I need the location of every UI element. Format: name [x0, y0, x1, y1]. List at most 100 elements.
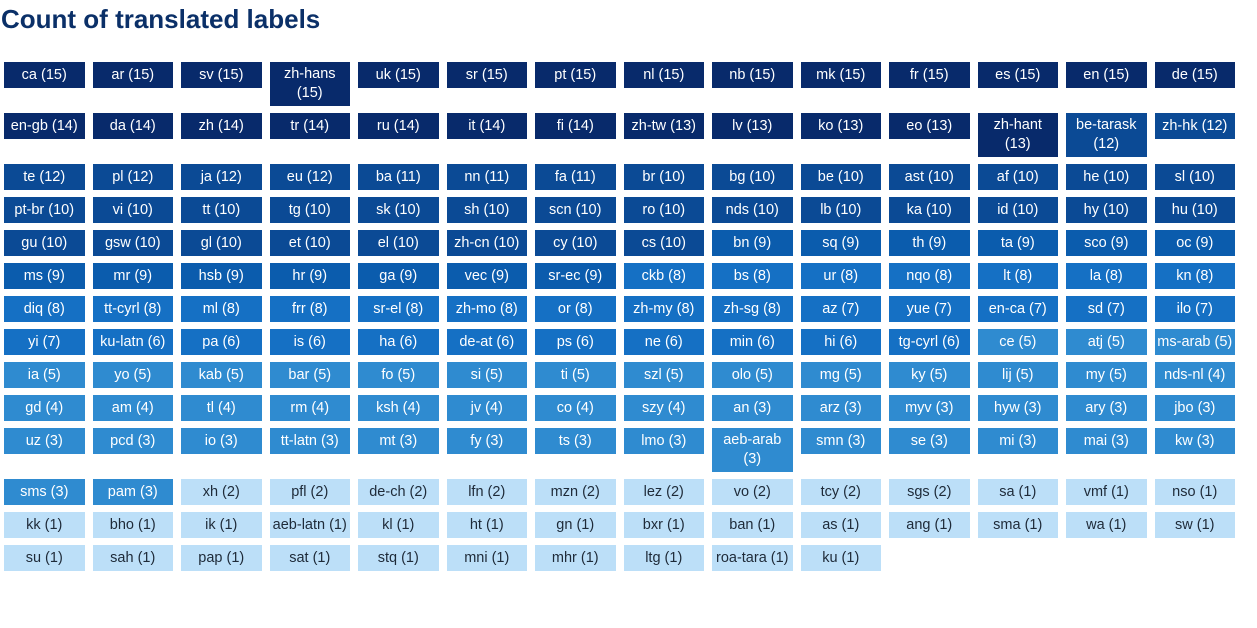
label-tile: nso (1): [1154, 479, 1235, 505]
label-tile: be (10): [800, 164, 881, 190]
label-tile: arz (3): [800, 395, 881, 421]
label-tile: su (1): [4, 545, 85, 571]
label-tile: pl (12): [92, 164, 173, 190]
label-tile: hy (10): [1066, 197, 1147, 223]
label-tile: da (14): [92, 113, 173, 139]
label-tile: ban (1): [712, 512, 793, 538]
label-tile: ary (3): [1066, 395, 1147, 421]
label-tile: nn (11): [446, 164, 527, 190]
label-tile: ku-latn (6): [92, 329, 173, 355]
label-tile: vmf (1): [1066, 479, 1147, 505]
label-tile: de-at (6): [446, 329, 527, 355]
label-tile: fa (11): [535, 164, 616, 190]
label-tile: si (5): [446, 362, 527, 388]
label-tile: ne (6): [623, 329, 704, 355]
label-tile: eo (13): [889, 113, 970, 139]
label-tile: kab (5): [181, 362, 262, 388]
label-tile: an (3): [712, 395, 793, 421]
label-tile: zh-mo (8): [446, 296, 527, 322]
label-tile: mr (9): [92, 263, 173, 289]
label-tile: ia (5): [4, 362, 85, 388]
label-tile: uk (15): [358, 62, 439, 88]
label-tile: min (6): [712, 329, 793, 355]
label-tile: lmo (3): [623, 428, 704, 454]
label-tile: sr-el (8): [358, 296, 439, 322]
label-tile: bxr (1): [623, 512, 704, 538]
label-tile: de-ch (2): [358, 479, 439, 505]
label-tile: th (9): [889, 230, 970, 256]
label-tile: en (15): [1066, 62, 1147, 88]
label-tile: tl (4): [181, 395, 262, 421]
label-tile: zh-my (8): [623, 296, 704, 322]
label-tile: nds-nl (4): [1154, 362, 1235, 388]
label-tile: nqo (8): [889, 263, 970, 289]
label-tile: tt-latn (3): [269, 428, 350, 454]
label-tile: ja (12): [181, 164, 262, 190]
label-tile: sr-ec (9): [535, 263, 616, 289]
label-tile: zh-tw (13): [623, 113, 704, 139]
label-tile: zh-sg (8): [712, 296, 793, 322]
label-tile: yi (7): [4, 329, 85, 355]
label-tile: wa (1): [1066, 512, 1147, 538]
label-tile: oc (9): [1154, 230, 1235, 256]
label-tile: ps (6): [535, 329, 616, 355]
label-tile: lt (8): [977, 263, 1058, 289]
label-tile: pa (6): [181, 329, 262, 355]
label-tile: jbo (3): [1154, 395, 1235, 421]
label-tile: hr (9): [269, 263, 350, 289]
label-tile: mg (5): [800, 362, 881, 388]
label-tile: ms-arab (5): [1154, 329, 1235, 355]
label-tile: aeb-latn (1): [269, 512, 350, 538]
label-tile: ht (1): [446, 512, 527, 538]
label-tile: kw (3): [1154, 428, 1235, 454]
label-tile: tcy (2): [800, 479, 881, 505]
label-tile: pt (15): [535, 62, 616, 88]
label-tile: sq (9): [800, 230, 881, 256]
label-tile: sv (15): [181, 62, 262, 88]
label-tile: ky (5): [889, 362, 970, 388]
label-tile: it (14): [446, 113, 527, 139]
label-tile: ksh (4): [358, 395, 439, 421]
label-tile: vi (10): [92, 197, 173, 223]
label-tile: sat (1): [269, 545, 350, 571]
label-tile: id (10): [977, 197, 1058, 223]
label-tile: nl (15): [623, 62, 704, 88]
label-tile: sl (10): [1154, 164, 1235, 190]
label-tile: mni (1): [446, 545, 527, 571]
label-tile: cy (10): [535, 230, 616, 256]
label-tile: cs (10): [623, 230, 704, 256]
label-tile: pfl (2): [269, 479, 350, 505]
label-tile: ml (8): [181, 296, 262, 322]
label-tile: ro (10): [623, 197, 704, 223]
label-tile: fy (3): [446, 428, 527, 454]
label-tile: be-tarask (12): [1066, 113, 1147, 157]
label-tile: stq (1): [358, 545, 439, 571]
label-tile: eu (12): [269, 164, 350, 190]
label-tile: mzn (2): [535, 479, 616, 505]
label-tile: szl (5): [623, 362, 704, 388]
label-tile: bar (5): [269, 362, 350, 388]
label-tile: io (3): [181, 428, 262, 454]
label-tile: bg (10): [712, 164, 793, 190]
label-tile: pam (3): [92, 479, 173, 505]
label-tile: zh-hans (15): [269, 62, 350, 106]
label-tile: bn (9): [712, 230, 793, 256]
label-tile: lez (2): [623, 479, 704, 505]
label-tile: zh-hant (13): [977, 113, 1058, 157]
label-tile: lb (10): [800, 197, 881, 223]
label-tile: en-ca (7): [977, 296, 1058, 322]
label-tile: yo (5): [92, 362, 173, 388]
label-tile: or (8): [535, 296, 616, 322]
label-tile: mi (3): [977, 428, 1058, 454]
label-tile: kk (1): [4, 512, 85, 538]
label-tile: co (4): [535, 395, 616, 421]
label-tile: ca (15): [4, 62, 85, 88]
label-tile: hyw (3): [977, 395, 1058, 421]
label-tile: hsb (9): [181, 263, 262, 289]
label-tile: atj (5): [1066, 329, 1147, 355]
label-tile: diq (8): [4, 296, 85, 322]
label-tile: sms (3): [4, 479, 85, 505]
label-tile: ts (3): [535, 428, 616, 454]
label-tile: jv (4): [446, 395, 527, 421]
label-tile: pt-br (10): [4, 197, 85, 223]
